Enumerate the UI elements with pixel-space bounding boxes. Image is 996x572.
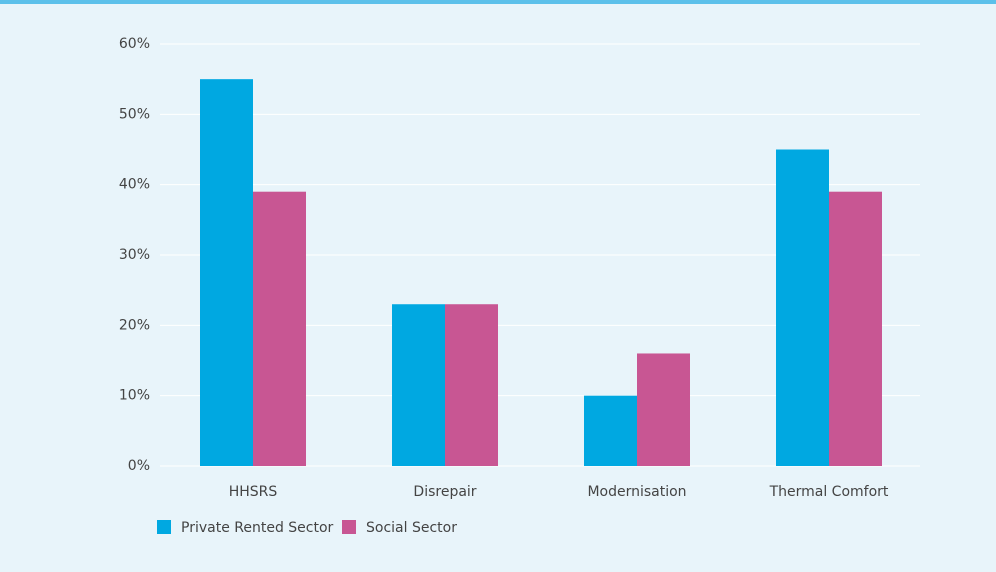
bar (584, 395, 637, 466)
top-border (0, 0, 996, 4)
x-tick-label: HHSRS (229, 484, 278, 500)
x-tick-label: Disrepair (413, 484, 476, 500)
legend-swatch (342, 520, 356, 534)
y-tick-label: 40% (119, 177, 150, 193)
y-tick-label: 50% (119, 106, 150, 122)
x-tick-label: Thermal Comfort (769, 484, 889, 500)
bar (776, 149, 829, 466)
bar (392, 304, 445, 466)
y-tick-label: 0% (128, 458, 150, 474)
bar (637, 353, 690, 466)
legend-swatch (157, 520, 171, 534)
y-tick-label: 30% (119, 247, 150, 263)
y-tick-label: 10% (119, 388, 150, 404)
y-tick-label: 60% (119, 36, 150, 52)
bar (253, 191, 306, 466)
bar (829, 191, 882, 466)
y-tick-label: 20% (119, 317, 150, 333)
legend-label: Social Sector (366, 520, 457, 536)
bar (445, 304, 498, 466)
legend-label: Private Rented Sector (181, 520, 334, 536)
x-tick-label: Modernisation (587, 484, 686, 500)
bar (200, 79, 253, 467)
